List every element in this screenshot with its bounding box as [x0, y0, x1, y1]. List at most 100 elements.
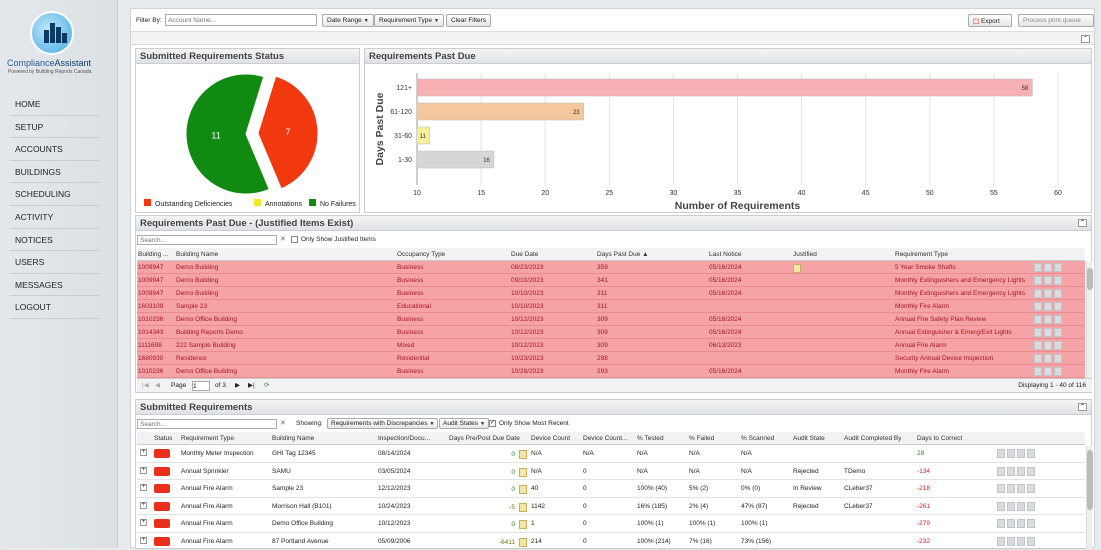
account-name-input[interactable] [165, 14, 317, 26]
action-icon[interactable] [997, 484, 1005, 493]
action-icon[interactable] [1034, 289, 1042, 298]
action-icon[interactable] [1017, 484, 1025, 493]
submitted-collapse-button[interactable]: ⌃ [1078, 403, 1087, 411]
column-header[interactable]: Status [154, 435, 172, 442]
most-recent-checkbox[interactable]: ✓ [489, 420, 496, 427]
only-justified-checkbox[interactable] [291, 236, 298, 243]
document-icon[interactable] [519, 450, 527, 459]
action-icon[interactable] [1044, 341, 1052, 350]
action-icon[interactable] [1034, 302, 1042, 311]
action-icon[interactable] [1027, 449, 1035, 458]
nav-item-messages[interactable]: MESSAGES [10, 274, 100, 297]
action-icon[interactable] [1027, 537, 1035, 546]
first-page-icon[interactable]: |◀ [142, 381, 149, 389]
nav-item-activity[interactable]: ACTIVITY [10, 206, 100, 229]
action-icon[interactable] [1054, 263, 1062, 272]
action-icon[interactable] [1007, 502, 1015, 511]
action-icon[interactable] [997, 467, 1005, 476]
action-icon[interactable] [1017, 537, 1025, 546]
expand-toggle[interactable]: + [140, 449, 147, 456]
bar-121+[interactable] [417, 79, 1032, 96]
nav-item-logout[interactable]: LOGOUT [10, 296, 100, 319]
page-number-input[interactable] [192, 381, 210, 391]
requirement-type-dropdown[interactable]: Requirement Type▼ [374, 14, 444, 27]
nav-item-accounts[interactable]: ACCOUNTS [10, 138, 100, 161]
document-icon[interactable] [519, 485, 527, 494]
action-icon[interactable] [1027, 502, 1035, 511]
document-icon[interactable] [793, 264, 801, 273]
action-icon[interactable] [1034, 315, 1042, 324]
action-icon[interactable] [1054, 341, 1062, 350]
action-icon[interactable] [1007, 449, 1015, 458]
column-header[interactable]: Occupancy Type [397, 251, 445, 258]
action-icon[interactable] [1044, 289, 1052, 298]
justified-collapse-button[interactable]: ⌃ [1078, 219, 1087, 227]
column-header[interactable]: Device Count... [583, 435, 627, 442]
column-header[interactable]: % Failed [689, 435, 714, 442]
action-icon[interactable] [1027, 467, 1035, 476]
submitted-scrollbar[interactable] [1086, 446, 1092, 549]
collapse-all-button[interactable]: ⌃ [1081, 35, 1090, 43]
column-header[interactable]: Audit State [793, 435, 825, 442]
action-icon[interactable] [1044, 315, 1052, 324]
column-header[interactable]: % Scanned [741, 435, 774, 442]
column-header[interactable]: Building ... [138, 251, 168, 258]
action-icon[interactable] [1034, 367, 1042, 376]
nav-item-scheduling[interactable]: SCHEDULING [10, 183, 100, 206]
action-icon[interactable] [1054, 315, 1062, 324]
action-icon[interactable] [1054, 367, 1062, 376]
action-icon[interactable] [1044, 263, 1052, 272]
nav-item-home[interactable]: HOME [10, 93, 100, 116]
column-header[interactable]: Days to Correct [917, 435, 962, 442]
column-header[interactable]: Justified [793, 251, 817, 258]
action-icon[interactable] [1054, 354, 1062, 363]
clear-filters-button[interactable]: Clear Filters [446, 14, 491, 27]
expand-toggle[interactable]: + [140, 467, 147, 474]
column-header[interactable]: Device Count [531, 435, 570, 442]
last-page-icon[interactable]: ▶| [248, 381, 255, 389]
column-header[interactable]: Requirement Type [895, 251, 948, 258]
action-icon[interactable] [1034, 341, 1042, 350]
action-icon[interactable] [1054, 328, 1062, 337]
action-icon[interactable] [1044, 302, 1052, 311]
expand-toggle[interactable]: + [140, 537, 147, 544]
column-header[interactable]: Audit Completed By [844, 435, 901, 442]
document-icon[interactable] [519, 468, 527, 477]
column-header[interactable]: Building Name [176, 251, 218, 258]
action-icon[interactable] [1044, 367, 1052, 376]
action-icon[interactable] [997, 519, 1005, 528]
next-page-icon[interactable]: ▶ [235, 381, 240, 389]
action-icon[interactable] [1044, 328, 1052, 337]
bar-61-120[interactable] [417, 103, 584, 120]
expand-toggle[interactable]: + [140, 519, 147, 526]
refresh-icon[interactable]: ⟳ [264, 381, 269, 389]
action-icon[interactable] [1007, 519, 1015, 528]
column-header[interactable]: Requirement Type [181, 435, 234, 442]
process-print-queue-button[interactable]: Process print queue [1018, 14, 1094, 27]
action-icon[interactable] [1054, 289, 1062, 298]
pie-slice-no-failures[interactable] [186, 74, 269, 194]
action-icon[interactable] [1044, 354, 1052, 363]
document-icon[interactable] [519, 503, 527, 512]
action-icon[interactable] [997, 502, 1005, 511]
action-icon[interactable] [1017, 467, 1025, 476]
column-header[interactable]: Last Notice [709, 251, 742, 258]
nav-item-users[interactable]: USERS [10, 251, 100, 274]
date-range-dropdown[interactable]: Date Range▼ [322, 14, 374, 27]
discrepancy-filter-dropdown[interactable]: Requirements with Discrepancies▼ [327, 418, 438, 429]
column-header[interactable]: Building Name [272, 435, 314, 442]
action-icon[interactable] [1007, 484, 1015, 493]
column-header[interactable]: Days Pre/Post Due Date [449, 435, 520, 442]
